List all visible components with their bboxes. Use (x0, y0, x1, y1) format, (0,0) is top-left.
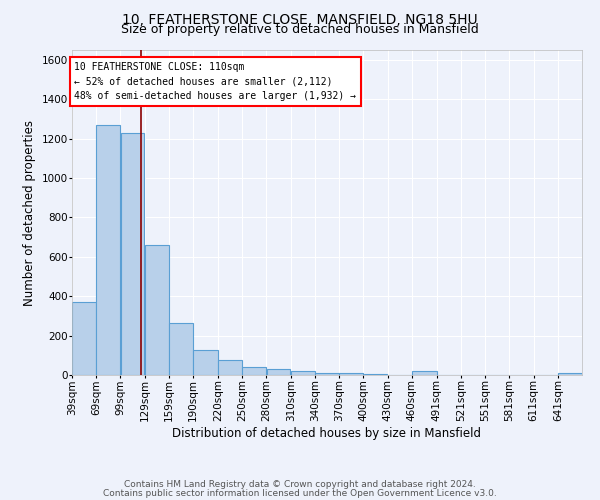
Bar (121, 132, 145, 375)
Text: 10, FEATHERSTONE CLOSE, MANSFIELD, NG18 5HU: 10, FEATHERSTONE CLOSE, MANSFIELD, NG18 … (122, 12, 478, 26)
Bar (291, 372, 314, 375)
Text: Size of property relative to detached houses in Mansfield: Size of property relative to detached ho… (121, 22, 479, 36)
Bar (145, 245, 169, 375)
Bar (364, 374, 388, 375)
Text: Contains HM Land Registry data © Crown copyright and database right 2024.: Contains HM Land Registry data © Crown c… (124, 480, 476, 489)
Bar (169, 323, 193, 375)
Text: Contains public sector information licensed under the Open Government Licence v3: Contains public sector information licen… (103, 489, 497, 498)
Bar (266, 370, 290, 375)
Bar (340, 374, 363, 375)
Bar (315, 373, 339, 375)
Bar (97, 125, 120, 375)
X-axis label: Distribution of detached houses by size in Mansfield: Distribution of detached houses by size … (173, 427, 482, 440)
Bar (412, 372, 437, 375)
Bar (72, 302, 96, 375)
Bar (218, 360, 242, 375)
Bar (193, 350, 218, 375)
Y-axis label: Number of detached properties: Number of detached properties (23, 120, 36, 306)
Bar (558, 374, 582, 375)
Text: 10 FEATHERSTONE CLOSE: 110sqm
← 52% of detached houses are smaller (2,112)
48% o: 10 FEATHERSTONE CLOSE: 110sqm ← 52% of d… (74, 62, 356, 102)
Bar (242, 367, 266, 375)
